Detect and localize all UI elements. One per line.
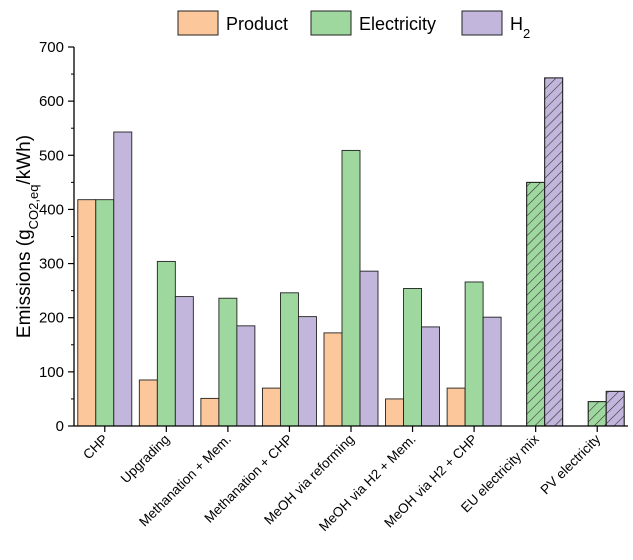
legend: Product Electricity H2 [177,10,530,41]
bar-meoh-via-reforming-electricity [341,149,361,427]
bar-meoh-via-h2-mem-electricity [403,288,423,427]
bars [77,77,625,427]
legend-label-electricity: Electricity [359,14,436,34]
bar-methanation-chp-product [261,387,281,427]
bar-methanation-chp-h2 [297,316,317,427]
legend-swatch-h2 [461,10,503,36]
bar-hatch-pv-electricity-electricity [587,401,607,427]
bar-methanation-mem-h2 [236,325,256,427]
bar-hatch-pv-electricity-h2 [605,390,625,427]
y-tick-label: 300 [39,256,64,273]
y-tick-label: 400 [39,201,64,218]
y-tick-label: 500 [39,147,64,164]
y-tick-label: 0 [56,418,64,435]
x-category-label: PV electricity [538,431,604,497]
bar-upgrading-electricity [156,260,176,427]
legend-swatch-electricity [310,10,352,36]
y-tick-label: 700 [39,39,64,56]
bar-chp-electricity [95,199,115,427]
bar-upgrading-product [138,379,158,427]
bar-meoh-via-reforming-product [323,332,343,427]
bar-methanation-chp-electricity [279,292,299,427]
bar-meoh-via-h2-chp-product [446,387,466,427]
y-axis-title: Emissions (gCO2,eq/kWh) [14,135,41,338]
bar-methanation-mem-electricity [218,297,238,427]
legend-swatch-product [177,10,219,36]
axes: 0 100 200 300 400 500 600 700 [39,39,628,435]
bar-meoh-via-h2-chp-electricity [464,281,484,427]
bar-hatch-eu-electricity-mix-electricity [526,181,546,427]
y-axis-title: Emissions (gCO2,eq/kWh) [14,135,41,338]
bar-methanation-mem-product [200,397,220,427]
x-category-label: CHP [80,432,111,463]
legend-label-product: Product [226,14,288,34]
bar-meoh-via-h2-mem-h2 [421,326,441,427]
legend-label-h2: H2 [510,14,530,41]
y-tick-label: 600 [39,93,64,110]
x-category-label: Upgrading [118,432,173,487]
bar-hatch-eu-electricity-mix-h2 [544,77,564,427]
bar-meoh-via-h2-mem-product [385,398,405,427]
bar-upgrading-h2 [174,296,194,427]
y-tick-label: 200 [39,310,64,327]
bar-chp-h2 [113,131,133,427]
bar-chp-product [77,199,97,427]
y-tick-label: 100 [39,364,64,381]
bar-meoh-via-reforming-h2 [359,270,379,427]
bar-meoh-via-h2-chp-h2 [482,316,502,427]
